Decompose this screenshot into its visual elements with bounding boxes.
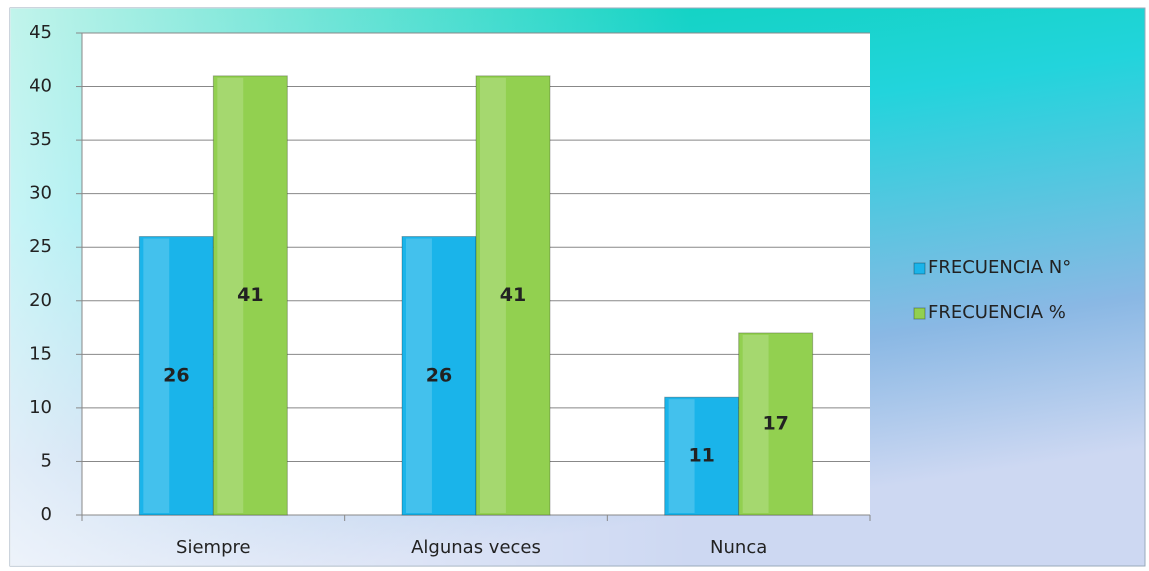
bar-highlight <box>668 399 695 513</box>
bar-highlight <box>742 334 769 513</box>
y-tick-label: 10 <box>29 397 52 418</box>
y-tick-label: 30 <box>29 183 52 204</box>
bar-highlight <box>217 77 244 513</box>
y-tick-label: 5 <box>41 450 52 471</box>
bar <box>138 236 214 516</box>
legend-label: FRECUENCIA N° <box>928 257 1071 278</box>
y-tick-label: 20 <box>29 290 52 311</box>
bar-highlight <box>406 238 432 513</box>
bar-highlight <box>143 238 170 513</box>
bar-highlight <box>480 77 506 513</box>
bar <box>212 75 288 516</box>
data-label: 11 <box>688 445 714 467</box>
legend-label: FRECUENCIA % <box>928 302 1066 323</box>
x-tick-label: Nunca <box>710 537 767 558</box>
y-tick-label: 0 <box>41 504 52 525</box>
y-tick-label: 25 <box>29 236 52 257</box>
bar <box>664 396 740 516</box>
y-tick-label: 15 <box>29 343 52 364</box>
y-tick-label: 35 <box>29 129 52 150</box>
x-tick-label: Siempre <box>176 537 251 558</box>
data-label: 26 <box>426 364 452 386</box>
bar <box>475 75 551 516</box>
x-tick-label: Algunas veces <box>411 537 541 558</box>
data-label: 26 <box>163 364 189 386</box>
data-label: 41 <box>237 284 263 306</box>
legend-swatch <box>913 307 926 320</box>
y-tick-label: 45 <box>29 22 52 43</box>
bar <box>738 332 814 516</box>
data-label: 17 <box>762 412 788 434</box>
data-label: 41 <box>500 284 526 306</box>
y-tick-label: 40 <box>29 76 52 97</box>
bar <box>401 236 477 516</box>
legend-swatch <box>913 262 926 275</box>
